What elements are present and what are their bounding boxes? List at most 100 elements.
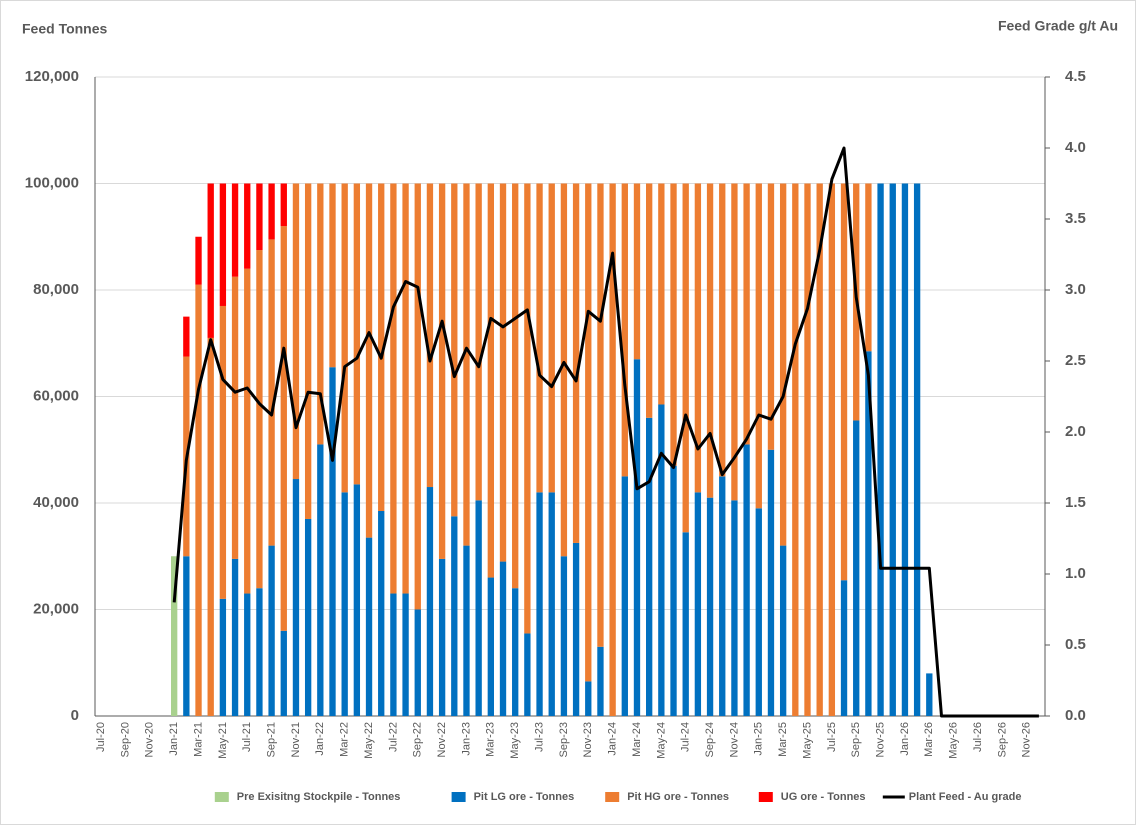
x-tick-label: Mar-21 <box>192 722 204 757</box>
bar-segment <box>292 479 300 716</box>
x-tick-label: Nov-24 <box>728 722 740 757</box>
bar-segment <box>280 226 287 631</box>
x-tick-label: Mar-26 <box>923 722 935 757</box>
bar-segment <box>317 183 324 445</box>
x-tick-label: Jul-23 <box>533 722 545 752</box>
bar-segment <box>743 444 750 716</box>
line <box>172 146 1039 718</box>
bar-segment <box>597 183 604 647</box>
bar-segment <box>706 497 714 716</box>
y-tick-label: 120,000 <box>25 68 79 85</box>
bar-segment <box>414 183 421 610</box>
bar-segment <box>438 183 446 559</box>
bar-segment <box>719 476 726 716</box>
legend-label: UG ore - Tonnes <box>781 791 866 803</box>
y2-tick-label: 4.5 <box>1065 68 1086 85</box>
bar-segment <box>694 183 702 493</box>
x-tick-label: May-23 <box>509 722 521 759</box>
bar-segment <box>378 183 385 511</box>
y-tick-label: 20,000 <box>33 600 79 617</box>
bar-segment <box>268 183 275 240</box>
legend-label: Plant Feed - Au grade <box>909 791 1022 803</box>
bar-segment <box>646 417 653 716</box>
x-tick-label: Sep-21 <box>266 722 278 757</box>
x-tick-label: Nov-23 <box>582 722 594 757</box>
bar-segment <box>268 239 275 546</box>
bar-segment <box>183 316 190 357</box>
bar-segment <box>426 487 434 716</box>
bar-segment <box>560 556 568 716</box>
bar-segment <box>451 183 458 517</box>
x-tick-label: Jan-22 <box>314 722 326 756</box>
bar-segment <box>767 183 775 450</box>
x-tick-label: Jan-21 <box>168 722 180 756</box>
bar-segment <box>219 305 227 599</box>
bar-segment <box>609 183 616 716</box>
bar-segment <box>548 492 555 716</box>
bar-segment <box>463 183 470 546</box>
y2-tick-label: 4.0 <box>1065 139 1086 156</box>
bar-segment <box>231 183 239 277</box>
x-tick-label: Jan-25 <box>753 722 765 756</box>
x-tick-label: Sep-24 <box>704 722 716 757</box>
bar-segment <box>755 508 762 716</box>
bar-segment <box>195 284 202 716</box>
y-tick-label: 0 <box>71 707 79 724</box>
bar-segment <box>536 492 543 716</box>
y2-tick-label: 3.5 <box>1065 210 1086 227</box>
bar-segment <box>353 484 361 716</box>
x-tick-label: Jan-24 <box>607 722 619 756</box>
y2-tick-label: 3.0 <box>1065 281 1086 298</box>
bar-segment <box>219 598 227 716</box>
bar-segment <box>341 183 348 493</box>
bar-segment <box>865 351 872 716</box>
x-tick-label: Mar-24 <box>631 722 643 757</box>
bar-segment <box>816 183 823 716</box>
bar-segment <box>572 542 580 716</box>
bar-segment <box>536 183 543 493</box>
bar-segment <box>195 236 202 285</box>
bar-segment <box>487 577 494 716</box>
bar-segment <box>183 556 190 716</box>
bar-segment <box>804 183 811 716</box>
x-tick-label: Nov-26 <box>1021 722 1033 757</box>
legend-swatch <box>758 792 773 802</box>
x-tick-label: Jul-24 <box>680 722 692 752</box>
bar-segment <box>548 183 555 493</box>
bar-segment <box>877 183 884 716</box>
bar-segment <box>317 444 324 716</box>
bar-segment <box>682 532 689 716</box>
y2-tick-label: 1.5 <box>1065 494 1086 511</box>
bar-segment <box>280 630 287 716</box>
bar-segment <box>597 646 604 716</box>
bar-segment <box>706 183 714 498</box>
y2-axis-title: Feed Grade g/t Au <box>998 18 1118 34</box>
bar-segment <box>256 183 263 251</box>
y2-tick-label: 0.0 <box>1065 707 1086 724</box>
x-tick-label: Jul-21 <box>241 722 253 752</box>
bar-segment <box>304 183 312 519</box>
bar-segment <box>244 268 251 594</box>
y-tick-label: 40,000 <box>33 494 79 511</box>
bar-segment <box>840 183 848 581</box>
bar-segment <box>658 183 665 405</box>
bar-segment <box>329 183 336 368</box>
bar-segment <box>402 183 409 594</box>
bar-segment <box>390 183 397 594</box>
bar-segment <box>792 183 799 716</box>
bar-segment <box>268 545 275 716</box>
bar-segment <box>475 500 482 716</box>
bar-segment <box>572 183 580 543</box>
bar-segment <box>414 609 421 716</box>
bar-segment <box>426 183 434 488</box>
legend-label: Pit LG ore - Tonnes <box>474 791 575 803</box>
y-axis-title: Feed Tonnes <box>22 21 108 37</box>
x-tick-label: Nov-21 <box>290 722 302 757</box>
x-tick-label: Jul-20 <box>95 722 107 752</box>
x-tick-label: May-21 <box>217 722 229 759</box>
x-tick-label: Nov-25 <box>874 722 886 757</box>
bar-segment <box>207 337 214 716</box>
bar-segment <box>840 580 848 716</box>
